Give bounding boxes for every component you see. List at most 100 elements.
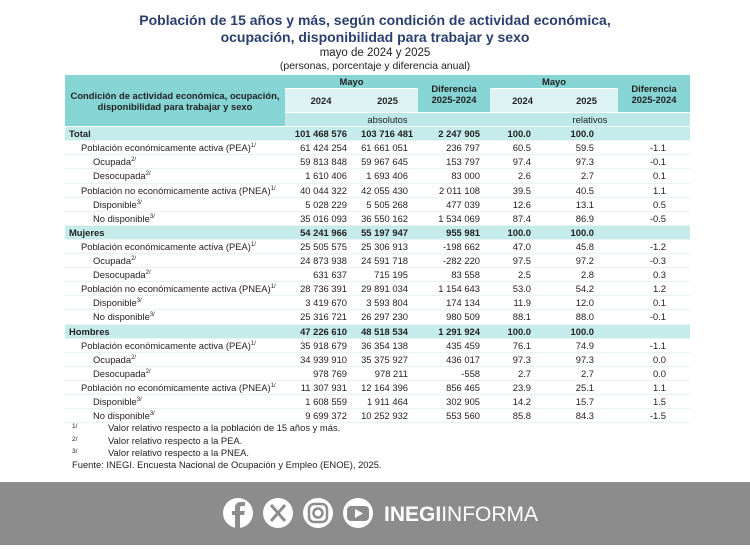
cell-value: 2 247 905 — [418, 126, 490, 142]
cell-value: 59 967 645 — [357, 154, 418, 170]
cell-value: 1.2 — [618, 281, 690, 297]
row-label: Desocupada2/ — [65, 267, 285, 283]
row-label: Población económicamente activa (PEA)1/ — [65, 338, 285, 353]
footnote-mark: 3/ — [136, 199, 142, 206]
year-header: 2025 — [555, 88, 618, 114]
year-header: 2025 — [357, 88, 418, 114]
cell-empty — [618, 324, 690, 339]
row-label-text: No disponible — [93, 212, 150, 224]
cell-value: 83 558 — [418, 267, 490, 283]
cell-value: 54 241 966 — [285, 225, 357, 240]
row-label: Población no económicamente activa (PNEA… — [65, 183, 285, 198]
cell-value: 35 016 093 — [285, 211, 357, 226]
row-label: Población no económicamente activa (PNEA… — [65, 380, 285, 395]
cell-value: 856 465 — [418, 380, 490, 395]
table-row: Disponible3/1 608 559 1 911 464 302 905 14.… — [65, 394, 690, 410]
table-row: Ocupada2/24 873 938 24 591 718 -282 220 97.… — [65, 253, 690, 269]
cell-value: 100.0 — [555, 225, 618, 240]
brand: INEGIINFORMA — [384, 503, 538, 526]
cell-value: 59 813 848 — [285, 154, 357, 170]
cell-value: 2.7 — [490, 366, 555, 381]
cell-value: 1 693 406 — [357, 168, 418, 184]
footnote-mark: 2/ — [145, 171, 151, 178]
cell-value: 25 505 575 — [285, 239, 357, 255]
cell-value: 435 459 — [418, 338, 490, 353]
cell-value: 13.1 — [555, 197, 618, 212]
cell-value: 54.2 — [555, 281, 618, 297]
table-row: No disponible3/35 016 093 36 550 162 1 534… — [65, 211, 690, 226]
footnote-mark: 3/ — [136, 396, 142, 403]
cell-value: 35 375 927 — [357, 352, 418, 367]
row-label: Disponible3/ — [65, 197, 285, 212]
footnote-mark: 3/ — [149, 312, 155, 319]
footnote-mark: 1/ — [250, 143, 256, 150]
note: 2/Valor relativo respecto a la PEA. — [72, 434, 382, 447]
table-row: Desocupada2/1 610 406 1 693 406 83 000 2.6 2… — [65, 168, 690, 184]
cell-value: 12.0 — [555, 295, 618, 311]
cell-value: 5 028 229 — [285, 197, 357, 212]
cell-value: -0.1 — [618, 154, 690, 170]
cell-value: 631 637 — [285, 267, 357, 283]
table-row: Ocupada2/34 939 910 35 375 927 436 017 97.3… — [65, 352, 690, 367]
cell-value: 55 197 947 — [357, 225, 418, 240]
section-row: Mujeres 54 241 966 55 197 947 955 981 100.0 1… — [65, 225, 690, 240]
cell-value: 59.5 — [555, 140, 618, 156]
cell-value: 34 939 910 — [285, 352, 357, 367]
row-label-text: No disponible — [93, 410, 150, 422]
footnote-mark: 1/ — [270, 185, 276, 192]
table-row: Población no económicamente activa (PNEA… — [65, 281, 690, 297]
cell-value: 88.1 — [490, 309, 555, 325]
cell-value: 25 316 721 — [285, 309, 357, 325]
cell-value: 2.7 — [555, 168, 618, 184]
diff-header: Diferencia 2025-2024 — [618, 75, 690, 114]
cell-value: 1 610 406 — [285, 168, 357, 184]
table-row: Población no económicamente activa (PNEA… — [65, 380, 690, 395]
cell-value: 100.0 — [490, 324, 555, 339]
instagram-icon[interactable] — [303, 498, 333, 528]
cell-value: 153 797 — [418, 154, 490, 170]
cell-value: 1 154 643 — [418, 281, 490, 297]
note: 3/Valor relativo respecto a la PNEA. — [72, 446, 382, 459]
table-row: No disponible3/9 699 372 10 252 932 553 56… — [65, 408, 690, 424]
unit-header: absolutos — [285, 112, 490, 128]
cell-value: 2.6 — [490, 168, 555, 184]
row-label: No disponible3/ — [65, 408, 285, 424]
table-row: Ocupada2/59 813 848 59 967 645 153 797 97.4… — [65, 154, 690, 170]
cell-value: 715 195 — [357, 267, 418, 283]
note-text: Valor relativo respecto a la PEA. — [108, 434, 243, 446]
group-header: Mayo — [490, 75, 618, 90]
table-row: Población económicamente activa (PEA)1/2… — [65, 239, 690, 255]
note-text: Valor relativo respecto a la PNEA. — [108, 447, 250, 458]
cell-value: 2 011 108 — [418, 183, 490, 198]
footnote-mark: 2/ — [131, 157, 137, 164]
cell-value: 11 307 931 — [285, 380, 357, 395]
row-label: Ocupada2/ — [65, 352, 285, 367]
cell-value: 97.5 — [490, 253, 555, 269]
row-label-text: Población no económicamente activa (PNEA… — [81, 184, 271, 196]
cell-value: 23.9 — [490, 380, 555, 395]
title: ocupación, disponibilidad para trabajar … — [220, 29, 530, 45]
icon-glyph — [269, 504, 287, 522]
row-label-text: Disponible — [93, 297, 137, 309]
footnote-mark: 1/ — [250, 340, 256, 347]
row-label-text: Desocupada — [93, 367, 146, 379]
row-label: No disponible3/ — [65, 211, 285, 226]
cell-value: 24 873 938 — [285, 253, 357, 269]
cell-value: -282 220 — [418, 253, 490, 269]
section-row: Total 101 468 576 103 716 481 2 247 905 100.… — [65, 126, 690, 142]
row-label-text: Ocupada — [93, 156, 132, 168]
cell-value: 40 044 322 — [285, 183, 357, 198]
row-label-text: No disponible — [93, 311, 150, 323]
cell-value: 29 891 034 — [357, 281, 418, 297]
cell-value: 3 593 804 — [357, 295, 418, 311]
cell-value: 60.5 — [490, 140, 555, 156]
icon-glyph — [355, 509, 363, 518]
cell-value: 97.3 — [555, 154, 618, 170]
cell-value: 25.1 — [555, 380, 618, 395]
cell-value: 26 297 230 — [357, 309, 418, 325]
footnote-mark: 2/ — [145, 368, 151, 375]
cell-value: 100.0 — [555, 126, 618, 142]
cell-value: 100.0 — [490, 225, 555, 240]
cell-value: 0.1 — [618, 295, 690, 311]
